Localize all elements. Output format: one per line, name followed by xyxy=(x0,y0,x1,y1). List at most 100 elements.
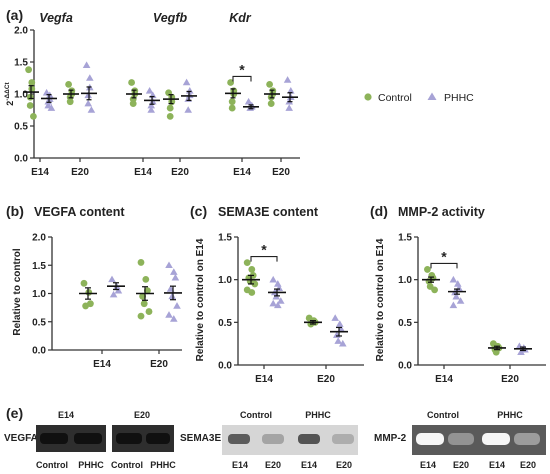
data-point-a-phhc xyxy=(147,101,155,109)
significance-star-a: * xyxy=(239,61,245,77)
ylabel-a-sup: -ΔΔCt xyxy=(4,81,11,100)
data-point-c-control xyxy=(248,266,256,273)
gene-label-kdr: Kdr xyxy=(229,11,252,25)
data-point-a-phhc xyxy=(244,97,253,105)
blot-vegfa-header-2: E20 xyxy=(134,410,150,420)
y-tick-label-d: 1.5 xyxy=(398,233,412,244)
chart-d: 0.0 0.5 1.0 1.5 E14 E20 * xyxy=(398,233,546,385)
data-point-c-phhc xyxy=(274,301,282,309)
blot-sema3e-band-4 xyxy=(332,434,354,444)
x-tick-label-a: E20 xyxy=(71,167,89,178)
data-point-d-control xyxy=(424,266,431,273)
panel-label-a: (a) xyxy=(6,7,23,23)
data-point-a-phhc xyxy=(182,78,191,86)
y-tick-label-a: 0.5 xyxy=(14,122,28,133)
data-point-b-control xyxy=(140,300,148,308)
data-point-a-control xyxy=(28,85,36,93)
legend: Control PHHC xyxy=(364,92,474,104)
blot-mmp2-lane-1: E14 xyxy=(420,460,436,470)
data-point-a-phhc xyxy=(47,104,56,111)
data-point-b-control xyxy=(139,292,147,300)
blot-mmp2-lane-2: E20 xyxy=(453,460,469,470)
blot-mmp2-lane-3: E14 xyxy=(489,460,505,470)
data-point-a-control xyxy=(227,79,235,86)
legend-phhc-label: PHHC xyxy=(444,92,474,104)
blot-vegfa-lane-1: Control xyxy=(36,460,68,470)
data-point-a-control xyxy=(28,79,36,86)
data-point-c-phhc xyxy=(277,297,285,304)
data-point-b-phhc xyxy=(168,292,176,300)
blot-vegfa-label: VEGFA xyxy=(4,433,38,444)
y-tick-label-a: 1.0 xyxy=(14,90,28,101)
data-point-a-control xyxy=(25,66,32,74)
data-point-b-control xyxy=(137,312,145,320)
data-point-b-control xyxy=(85,288,93,296)
data-point-b-phhc xyxy=(108,275,116,283)
data-point-b-phhc xyxy=(171,273,180,281)
y-tick-label-b: 2.0 xyxy=(32,233,46,244)
data-point-a-phhc xyxy=(84,91,92,99)
data-point-a-phhc xyxy=(147,106,155,113)
y-tick-label-a: 2.0 xyxy=(14,26,28,37)
data-point-b-phhc xyxy=(109,290,118,298)
data-point-c-phhc xyxy=(331,314,339,321)
ylabel-d: Relative to control on E14 xyxy=(375,238,386,361)
data-point-a-control xyxy=(267,100,275,107)
x-tick-label-d: E20 xyxy=(501,374,519,385)
y-tick-label-a: 0.0 xyxy=(14,154,28,165)
blot-vegfa-band-4 xyxy=(146,433,170,444)
title-b: VEGFA content xyxy=(34,205,125,219)
data-point-b-control xyxy=(82,302,89,310)
data-point-d-control xyxy=(431,286,438,294)
data-point-b-phhc xyxy=(114,286,123,294)
data-point-c-control xyxy=(251,280,259,288)
y-tick-label-a: 1.5 xyxy=(14,58,28,69)
blot-vegfa-lane-4: PHHC xyxy=(150,460,176,470)
significance-bracket-c xyxy=(250,256,278,262)
x-tick-label-c: E14 xyxy=(255,374,273,385)
data-point-a-control xyxy=(166,113,174,120)
data-point-c-phhc xyxy=(274,280,282,287)
data-point-a-phhc xyxy=(285,104,293,111)
gene-label-vegfb: Vegfb xyxy=(153,11,188,25)
data-point-a-phhc xyxy=(82,61,91,68)
data-point-d-phhc xyxy=(452,292,460,300)
data-point-a-phhc xyxy=(283,76,292,83)
x-tick-label-b: E14 xyxy=(93,359,111,370)
significance-bracket-a xyxy=(232,75,252,82)
data-point-a-control xyxy=(166,104,174,112)
blot-mmp2-lane-4: E20 xyxy=(520,460,536,470)
blot-sema3e-lane-1: E14 xyxy=(232,460,248,470)
y-tick-label-d: 0.0 xyxy=(398,361,412,372)
ylabel-a: 2-ΔΔCt xyxy=(4,81,15,105)
data-point-a-phhc xyxy=(86,74,94,81)
panel-label-c: (c) xyxy=(190,203,207,219)
blot-mmp2-header-1: Control xyxy=(427,410,459,420)
blot-sema3e-header-1: Control xyxy=(240,410,272,420)
gene-label-vegfa: Vegfa xyxy=(39,11,73,25)
blot-vegfa-header-1: E14 xyxy=(58,410,74,420)
chart-a: 0.0 0.5 1.0 1.5 2.0 E14 E20 E14 E20 E14 E20 * xyxy=(14,26,300,178)
data-point-a-control xyxy=(26,93,34,101)
blot-mmp2-header-2: PHHC xyxy=(497,410,523,420)
data-point-b-phhc xyxy=(170,268,178,275)
blot-sema3e-label: SEMA3E xyxy=(180,433,221,444)
data-point-d-phhc xyxy=(449,301,458,309)
data-point-a-phhc xyxy=(145,87,154,94)
data-point-b-phhc xyxy=(165,311,173,318)
significance-star-d: * xyxy=(441,248,447,264)
significance-bracket-d xyxy=(430,262,458,269)
data-point-a-control xyxy=(65,81,72,88)
blot-mmp2-band-1 xyxy=(416,433,444,445)
x-tick-label-a: E14 xyxy=(31,167,49,178)
blot-vegfa-lane-3: Control xyxy=(111,460,143,470)
data-point-a-phhc xyxy=(87,106,96,113)
blot-sema3e: SEMA3E Control PHHC E14 E20 E14 E20 xyxy=(180,410,358,470)
chart-c: 0.0 0.5 1.0 1.5 E14 E20 * xyxy=(218,233,364,385)
blot-mmp2-band-3 xyxy=(482,433,510,445)
blot-vegfa-lane-2: PHHC xyxy=(78,460,104,470)
data-point-a-control xyxy=(66,98,74,106)
y-tick-label-d: 1.0 xyxy=(398,275,412,286)
y-tick-label-d: 0.5 xyxy=(398,318,412,329)
title-d: MMP-2 activity xyxy=(398,205,485,219)
